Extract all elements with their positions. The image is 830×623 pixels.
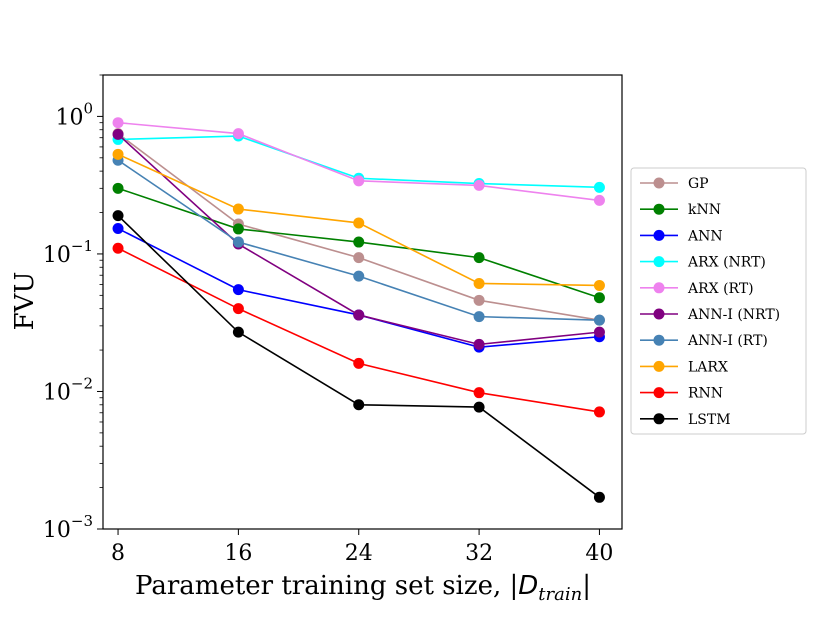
data-point-ann xyxy=(112,223,124,235)
legend-label: ANN-I (RT) xyxy=(687,333,768,349)
x-tick-label: 8 xyxy=(111,541,125,566)
data-point-arx-nrt xyxy=(593,181,605,193)
series-knn xyxy=(112,182,605,304)
series-arx-rt xyxy=(112,117,605,206)
data-point-larx xyxy=(112,148,124,160)
x-axis-label-symbol: D xyxy=(518,571,538,601)
legend-item-rnn: RNN xyxy=(640,386,723,402)
data-point-rnn xyxy=(353,357,365,369)
legend: GP kNN ANN ARX (NRT) ARX (RT) ANN-I (NRT) ANN-… xyxy=(630,167,807,435)
data-point-arx-rt xyxy=(593,194,605,206)
legend-item-lstm: LSTM xyxy=(640,412,731,428)
legend-marker xyxy=(653,229,665,241)
x-axis-label-suffix: | xyxy=(582,571,591,601)
data-point-lstm xyxy=(112,210,124,222)
data-point-larx xyxy=(353,217,365,229)
data-point-ann-i-rt xyxy=(593,314,605,326)
data-point-knn xyxy=(593,292,605,304)
legend-item-ann-i-rt: ANN-I (RT) xyxy=(640,333,768,349)
data-point-arx-rt xyxy=(353,175,365,187)
data-point-rnn xyxy=(593,406,605,418)
series-layer xyxy=(112,117,605,503)
y-tick-label: 10−1 xyxy=(43,237,93,268)
data-point-knn xyxy=(112,182,124,194)
legend-marker xyxy=(653,413,665,425)
data-point-rnn xyxy=(232,303,244,315)
x-tick-label: 40 xyxy=(585,541,613,566)
x-tick-label: 32 xyxy=(465,541,493,566)
data-point-lstm xyxy=(353,399,365,411)
data-point-lstm xyxy=(232,326,244,338)
y-tick-label: 10−3 xyxy=(43,512,93,543)
data-point-rnn xyxy=(112,242,124,254)
data-point-rnn xyxy=(473,387,485,399)
data-point-knn xyxy=(473,252,485,264)
data-point-ann-i-nrt xyxy=(593,326,605,338)
data-point-lstm xyxy=(473,401,485,413)
legend-marker xyxy=(653,387,665,399)
legend-item-knn: kNN xyxy=(640,202,721,218)
legend-item-ann: ANN xyxy=(640,228,723,244)
legend-marker xyxy=(653,282,665,294)
legend-item-larx: LARX xyxy=(640,359,728,375)
data-point-ann-i-nrt xyxy=(112,128,124,140)
data-point-knn xyxy=(232,223,244,235)
legend-label: GP xyxy=(688,176,709,192)
data-point-ann-i-rt xyxy=(353,270,365,282)
legend-label: kNN xyxy=(688,202,721,218)
y-tick-label: 100 xyxy=(55,99,93,130)
axis-ticks xyxy=(97,74,600,535)
data-point-gp xyxy=(353,252,365,264)
x-axis-label-subscript: train xyxy=(538,584,582,605)
legend-marker xyxy=(653,256,665,268)
tick-labels: 8 16 24 32 40 100 10−1 10−2 10−3 xyxy=(43,99,614,566)
data-point-gp xyxy=(473,294,485,306)
legend-label: ANN xyxy=(687,228,723,244)
x-tick-label: 16 xyxy=(224,541,252,566)
data-point-larx xyxy=(593,279,605,291)
legend-marker xyxy=(653,334,665,346)
legend-marker xyxy=(653,177,665,189)
y-axis-label: FVU xyxy=(10,272,40,331)
data-point-larx xyxy=(473,277,485,289)
legend-item-gp: GP xyxy=(640,176,709,192)
y-tick-label: 10−2 xyxy=(43,374,93,405)
data-point-ann-i-nrt xyxy=(353,309,365,321)
legend-marker xyxy=(653,360,665,372)
legend-item-ann-i-nrt: ANN-I (NRT) xyxy=(640,307,780,323)
plot-frame xyxy=(102,74,623,530)
legend-label: ARX (NRT) xyxy=(687,255,766,271)
series-rnn xyxy=(112,242,605,418)
data-point-arx-rt xyxy=(112,117,124,129)
legend-label: LARX xyxy=(688,359,728,375)
legend-label: LSTM xyxy=(688,412,731,428)
legend-label: ARX (RT) xyxy=(687,281,754,297)
legend-label: ANN-I (NRT) xyxy=(687,307,780,323)
series-ann-i-rt xyxy=(112,154,605,326)
data-point-knn xyxy=(353,236,365,248)
legend-item-arx-rt: ARX (RT) xyxy=(640,281,754,297)
series-lstm xyxy=(112,210,605,503)
legend-item-arx-nrt: ARX (NRT) xyxy=(640,255,766,271)
x-axis-label: Parameter training set size, |Dtrain| xyxy=(135,571,591,605)
data-point-arx-rt xyxy=(232,128,244,140)
data-point-lstm xyxy=(593,491,605,503)
x-axis-label-prefix: Parameter training set size, | xyxy=(135,571,518,601)
legend-frame xyxy=(630,167,807,435)
legend-marker xyxy=(653,308,665,320)
legend-label: RNN xyxy=(688,386,723,402)
data-point-larx xyxy=(232,203,244,215)
data-point-ann-i-rt xyxy=(232,236,244,248)
series-larx xyxy=(112,148,605,291)
data-point-ann-i-nrt xyxy=(473,338,485,350)
legend-marker xyxy=(653,203,665,215)
data-point-ann-i-rt xyxy=(473,311,485,323)
x-tick-label: 24 xyxy=(345,541,373,566)
data-point-ann xyxy=(232,284,244,296)
data-point-arx-rt xyxy=(473,179,485,191)
